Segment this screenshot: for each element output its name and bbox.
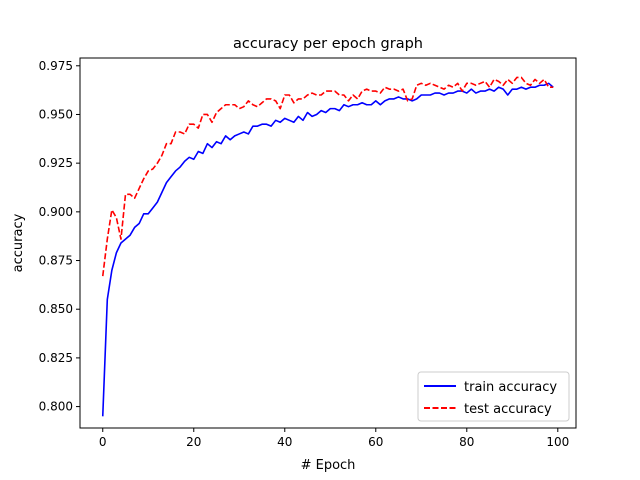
y-tick-label: 0.975 [39,59,73,73]
y-tick-label: 0.925 [39,156,73,170]
y-tick-label: 0.825 [39,351,73,365]
x-axis-ticks: 0 20 40 60 80 100 [99,428,569,449]
y-tick-label: 0.900 [39,205,73,219]
x-tick-label: 40 [277,435,292,449]
chart-title: accuracy per epoch graph [233,36,423,52]
series-line-test-accuracy [101,76,554,277]
x-axis-label: # Epoch [301,458,356,473]
legend: train accuracy test accuracy [417,371,570,422]
legend-box [417,371,570,422]
y-tick-label: 0.875 [39,254,73,268]
x-tick-label: 60 [368,435,383,449]
y-axis-ticks: 0.800 0.825 0.850 0.875 0.900 0.925 0.950 0.975 [39,59,80,414]
plot-frame [79,57,577,429]
legend-label-test: test accuracy [464,402,552,417]
series-layer [101,76,554,417]
y-tick-label: 0.950 [39,107,73,121]
series-line-train-accuracy [101,82,554,417]
y-tick-label: 0.800 [39,400,73,414]
legend-label-train: train accuracy [464,380,557,395]
x-tick-label: 80 [459,435,474,449]
x-tick-label: 100 [546,435,569,449]
x-tick-label: 0 [99,435,107,449]
y-tick-label: 0.850 [39,302,73,316]
y-axis-label: accuracy [11,213,26,272]
x-tick-label: 20 [186,435,201,449]
